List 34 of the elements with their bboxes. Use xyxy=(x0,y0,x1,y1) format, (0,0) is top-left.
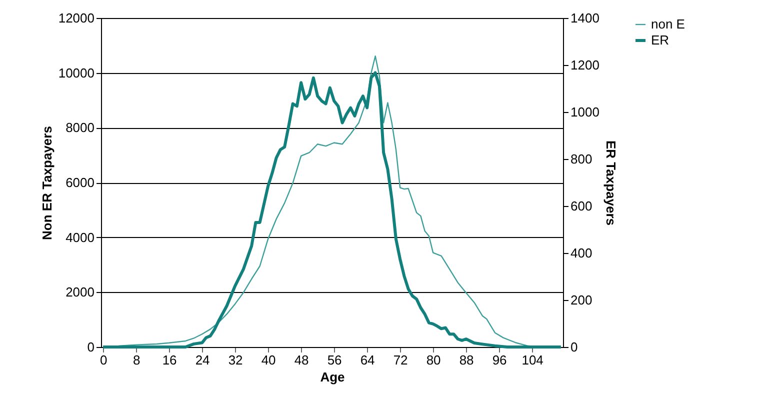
y-tick-label: 8000 xyxy=(66,120,94,136)
y2-tick-label: 200 xyxy=(570,292,592,308)
x-tick-label: 104 xyxy=(522,352,544,368)
y2-tick-label: 1200 xyxy=(570,58,600,72)
legend-label: non E xyxy=(651,16,686,32)
x-tick-label: 64 xyxy=(360,352,375,368)
y-tick-label: 10000 xyxy=(58,65,94,80)
y2-tick-label: 800 xyxy=(570,152,592,166)
x-tick-label: 32 xyxy=(228,352,243,368)
y2-tick-label: 400 xyxy=(570,246,592,260)
legend-label: ER xyxy=(651,32,670,48)
x-tick-label: 24 xyxy=(195,352,210,368)
y-axis-title: Non ER Taxpayers xyxy=(39,126,54,240)
x-tick-label: 40 xyxy=(261,352,276,368)
y2-tick-label: 0 xyxy=(570,340,578,354)
x-tick-label: 8 xyxy=(132,352,140,368)
x-tick-label: 96 xyxy=(492,352,507,368)
y-tick-label: 0 xyxy=(87,340,94,354)
x-tick-label: 88 xyxy=(459,352,474,368)
y-tick-label: 12000 xyxy=(58,10,94,26)
y2-tick-label: 1000 xyxy=(570,104,600,120)
x-tick-label: 56 xyxy=(327,352,342,368)
y-tick-label: 6000 xyxy=(66,175,94,190)
x-tick-label: 48 xyxy=(294,352,309,368)
x-axis-title: Age xyxy=(320,370,345,384)
y2-tick-label: 600 xyxy=(570,198,592,214)
x-tick-label: 80 xyxy=(426,352,441,368)
y2-axis-title: ER Taxpayers xyxy=(603,140,618,226)
y-tick-label: 4000 xyxy=(66,230,94,245)
x-tick-label: 72 xyxy=(393,352,408,368)
y2-tick-label: 1400 xyxy=(570,10,600,26)
x-tick-label: 16 xyxy=(162,352,177,368)
x-tick-label: 0 xyxy=(100,352,108,368)
y-tick-label: 2000 xyxy=(66,284,94,300)
